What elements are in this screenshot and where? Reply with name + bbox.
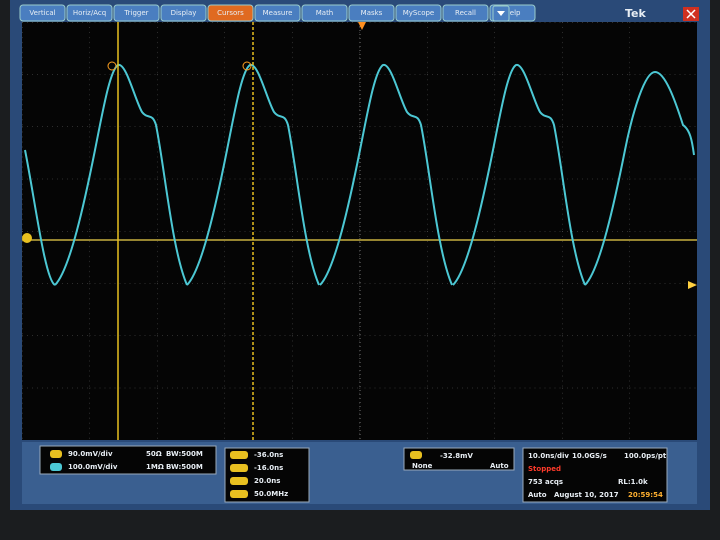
acq-state: Stopped <box>528 465 561 473</box>
menu-tab-label: MyScope <box>403 9 435 17</box>
trigger-mode: Auto <box>490 462 509 470</box>
sample-rate: 10.0GS/s <box>572 452 607 460</box>
cursor-value: 20.0ns <box>254 477 280 485</box>
ch2-bandwidth: BW:500M <box>166 463 203 471</box>
cursor-value: -36.0ns <box>254 451 283 459</box>
menu-tab-label: Math <box>316 9 334 17</box>
time: 20:59:54 <box>628 491 663 499</box>
cursor-a-handle[interactable] <box>107 61 117 71</box>
grid <box>22 22 697 440</box>
menu-tab-label: Vertical <box>29 9 55 17</box>
menu-tab[interactable] <box>442 4 489 22</box>
menu-tab[interactable] <box>66 4 113 22</box>
ch1-badge <box>50 450 62 458</box>
close-icon <box>686 9 696 19</box>
menu-tab[interactable] <box>348 4 395 22</box>
cursor-readouts: -36.0ns -16.0ns 20.0ns 50.0MHz <box>230 451 288 498</box>
menu-tab[interactable] <box>254 4 301 22</box>
menu-tab-label: Horiz/Acq <box>73 9 106 17</box>
menu-tab[interactable] <box>301 4 348 22</box>
menu-tab[interactable] <box>207 4 254 22</box>
menu-tab[interactable] <box>395 4 442 22</box>
cursor-b-handle[interactable] <box>242 61 252 71</box>
menu-tab-label: Recall <box>455 9 476 17</box>
ch2-impedance: 1MΩ <box>146 463 164 471</box>
channel-box <box>39 445 217 475</box>
cursor-value: -16.0ns <box>254 464 283 472</box>
trigger-level <box>688 281 697 289</box>
date: August 10, 2017 <box>554 491 619 499</box>
acq-count: 753 acqs <box>528 478 563 486</box>
menu-tab-label: Help <box>505 9 522 17</box>
ch1-impedance: 50Ω <box>146 450 162 458</box>
cursor-badge <box>230 451 248 459</box>
trigger-coupling: None <box>412 462 433 470</box>
resolution: 100.0ps/pt <box>624 452 667 460</box>
ch2-badge <box>50 463 62 471</box>
trigger-position <box>358 22 366 30</box>
menu-tab[interactable] <box>113 4 160 22</box>
menu-tab[interactable] <box>160 4 207 22</box>
menu-bar: Vertical Horiz/Acq Trigger Display Cursors Me… <box>19 4 536 22</box>
record-length: RL:1.0k <box>618 478 648 486</box>
acq-mode: Auto <box>528 491 547 499</box>
ch-marker <box>22 233 32 243</box>
ch2-scale: 100.0mV/div <box>68 463 118 471</box>
trigger-box <box>403 447 515 471</box>
horizontal-scale: 10.0ns/div <box>528 452 569 460</box>
cursor-badge <box>230 490 248 498</box>
menu-tab-label: Masks <box>361 9 383 17</box>
ch1-scale: 90.0mV/div <box>68 450 113 458</box>
acquisition-box <box>522 447 668 503</box>
menu-tab-label: Trigger <box>123 9 148 17</box>
trigger-level-text: -32.8mV <box>440 452 473 460</box>
menu-tab-label: Measure <box>263 9 293 17</box>
menu-tab[interactable] <box>19 4 66 22</box>
cursor-value: 50.0MHz <box>254 490 288 498</box>
brand: Tek <box>625 7 647 20</box>
cursor-badge <box>230 464 248 472</box>
menu-tab-label: Display <box>171 9 197 17</box>
dropdown-arrow <box>497 11 505 16</box>
cursor-badge <box>230 477 248 485</box>
ch1-trace <box>24 63 695 286</box>
menu-tab-label: Cursors <box>217 9 244 17</box>
trigger-source <box>410 451 422 459</box>
ch1-bandwidth: BW:500M <box>166 450 203 458</box>
